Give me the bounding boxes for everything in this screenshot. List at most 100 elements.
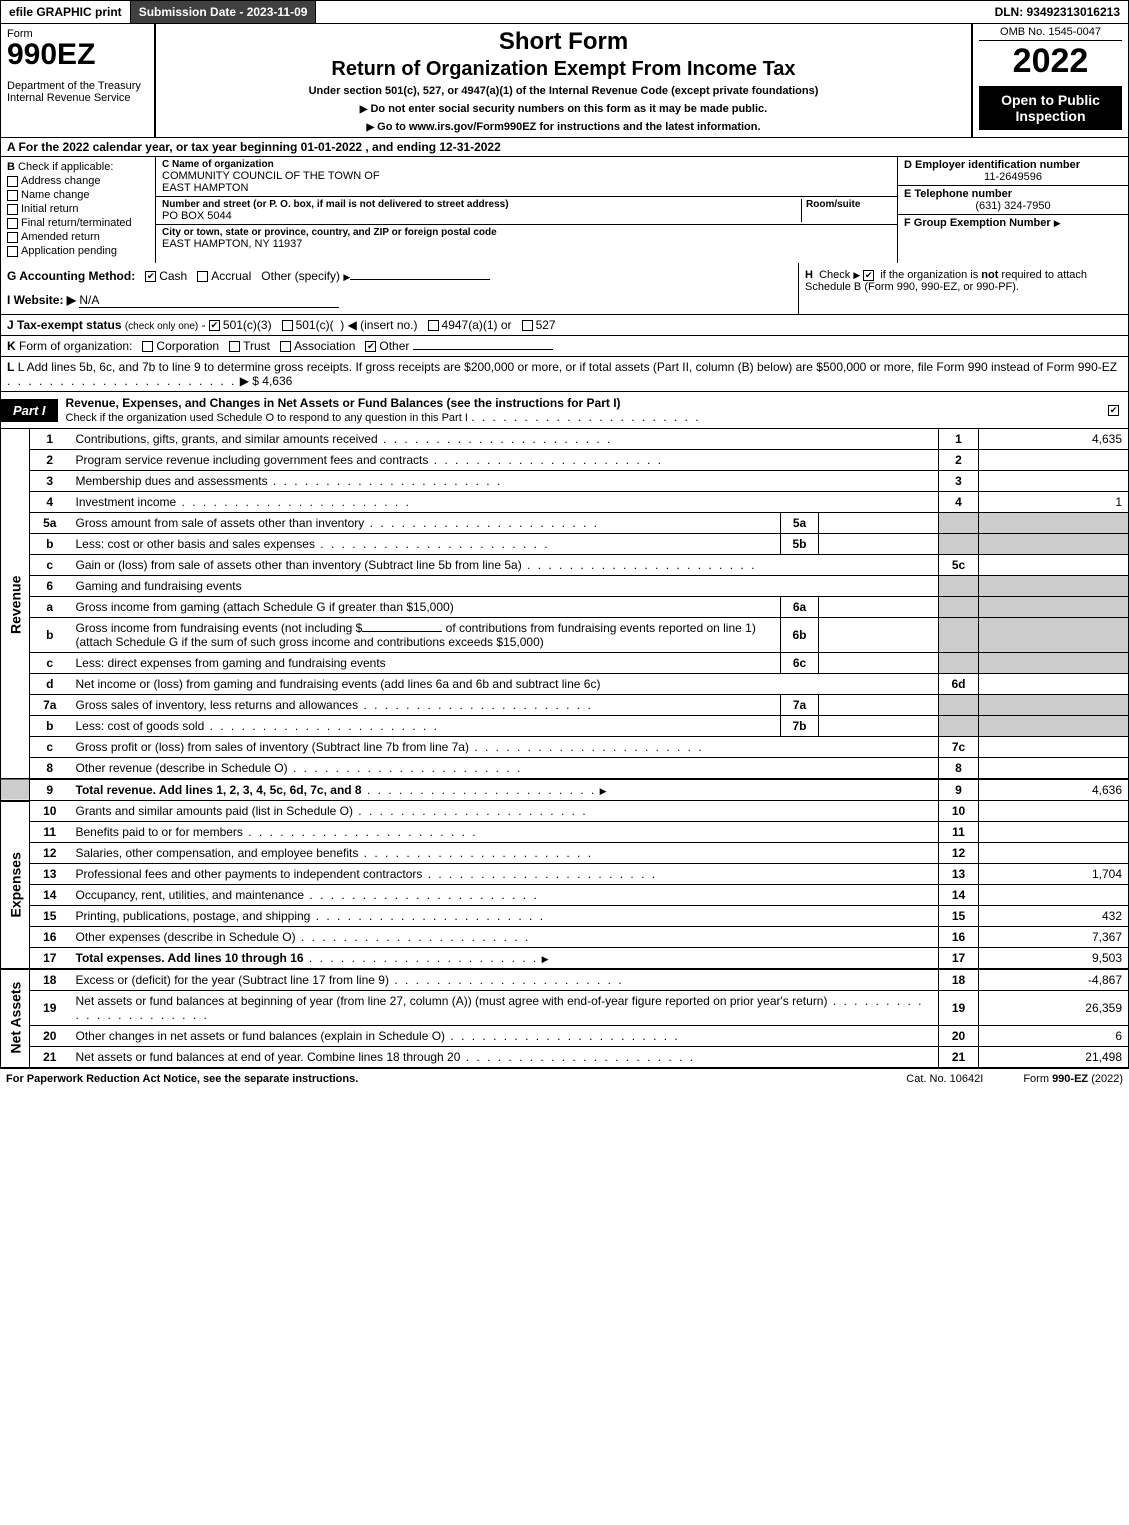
arrow-icon <box>1054 217 1061 229</box>
row-l: L L Add lines 5b, 6c, and 7b to line 9 t… <box>0 357 1129 392</box>
val-4: 1 <box>979 492 1129 513</box>
chk-corp[interactable] <box>142 341 153 352</box>
chk-initial-return[interactable]: Initial return <box>7 203 149 215</box>
addr-label: Number and street (or P. O. box, if mail… <box>162 199 801 210</box>
chk-schedule-o[interactable] <box>1108 405 1119 416</box>
omb-number: OMB No. 1545-0047 <box>979 26 1122 41</box>
chk-accrual[interactable] <box>197 271 208 282</box>
e-phone-label: E Telephone number <box>904 188 1122 200</box>
netassets-vlabel: Net Assets <box>1 969 30 1068</box>
table-row: Net Assets 18 Excess or (deficit) for th… <box>1 969 1129 991</box>
dept-line1: Department of the Treasury <box>7 80 148 92</box>
table-row: 7a Gross sales of inventory, less return… <box>1 695 1129 716</box>
checkbox-icon[interactable] <box>7 218 18 229</box>
table-row: 3 Membership dues and assessments 3 <box>1 471 1129 492</box>
val-19: 26,359 <box>979 991 1129 1026</box>
subval-5a <box>819 513 939 534</box>
part1-header: Part I Revenue, Expenses, and Changes in… <box>0 392 1129 429</box>
topbar-spacer <box>316 1 986 23</box>
val-17: 9,503 <box>979 948 1129 970</box>
row-gh: G Accounting Method: Cash Accrual Other … <box>0 263 1129 315</box>
val-15: 432 <box>979 906 1129 927</box>
checkbox-icon[interactable] <box>7 246 18 257</box>
footer-center: Cat. No. 10642I <box>866 1073 1023 1085</box>
checkbox-icon[interactable] <box>7 190 18 201</box>
arrow-icon <box>853 269 860 281</box>
warn-ssn: Do not enter social security numbers on … <box>370 103 767 115</box>
checkbox-icon[interactable] <box>7 204 18 215</box>
table-row: 9 Total revenue. Add lines 1, 2, 3, 4, 5… <box>1 779 1129 801</box>
table-row: a Gross income from gaming (attach Sched… <box>1 597 1129 618</box>
chk-cash[interactable] <box>145 271 156 282</box>
val-10 <box>979 801 1129 822</box>
org-city: EAST HAMPTON, NY 11937 <box>162 238 891 250</box>
chk-527[interactable] <box>522 320 533 331</box>
other-org-input[interactable] <box>413 349 553 350</box>
org-address: PO BOX 5044 <box>162 210 801 222</box>
expenses-vlabel: Expenses <box>1 801 30 970</box>
org-name-2: EAST HAMPTON <box>162 182 891 194</box>
footer-right: Form 990-EZ (2022) <box>1023 1073 1123 1085</box>
revenue-vlabel: Revenue <box>1 429 30 779</box>
chk-assoc[interactable] <box>280 341 291 352</box>
chk-other-org[interactable] <box>365 341 376 352</box>
table-row: 13 Professional fees and other payments … <box>1 864 1129 885</box>
revenue-table: Revenue 1 Contributions, gifts, grants, … <box>0 429 1129 1068</box>
room-suite-label: Room/suite <box>806 199 891 210</box>
arrow-icon <box>366 121 377 133</box>
other-specify-input[interactable] <box>350 279 490 280</box>
chk-h[interactable] <box>863 270 874 281</box>
submission-date-label: Submission Date - 2023-11-09 <box>131 1 317 23</box>
footer: For Paperwork Reduction Act Notice, see … <box>0 1068 1129 1089</box>
dept-line2: Internal Revenue Service <box>7 92 148 104</box>
checkbox-icon[interactable] <box>7 176 18 187</box>
chk-trust[interactable] <box>229 341 240 352</box>
title-return: Return of Organization Exempt From Incom… <box>164 58 963 81</box>
table-row: 11 Benefits paid to or for members 11 <box>1 822 1129 843</box>
table-row: Revenue 1 Contributions, gifts, grants, … <box>1 429 1129 450</box>
val-1: 4,635 <box>979 429 1129 450</box>
table-row: 14 Occupancy, rent, utilities, and maint… <box>1 885 1129 906</box>
line-a: A For the 2022 calendar year, or tax yea… <box>0 138 1129 157</box>
column-def: D Employer identification number 11-2649… <box>898 157 1128 263</box>
i-website-label: I Website: ▶ <box>7 293 76 307</box>
val-13: 1,704 <box>979 864 1129 885</box>
subval-5b <box>819 534 939 555</box>
row-k: K Form of organization: Corporation Trus… <box>0 336 1129 357</box>
title-short-form: Short Form <box>164 28 963 56</box>
val-3 <box>979 471 1129 492</box>
table-row: c Less: direct expenses from gaming and … <box>1 653 1129 674</box>
chk-amended-return[interactable]: Amended return <box>7 231 149 243</box>
table-row: 2 Program service revenue including gove… <box>1 450 1129 471</box>
val-18: -4,867 <box>979 969 1129 991</box>
chk-501c[interactable] <box>282 320 293 331</box>
website-value: N/A <box>79 293 339 308</box>
subval-7b <box>819 716 939 737</box>
efile-print-label: efile GRAPHIC print <box>1 1 131 23</box>
header-right: OMB No. 1545-0047 2022 Open to Public In… <box>973 24 1128 137</box>
subval-6c <box>819 653 939 674</box>
val-5c <box>979 555 1129 576</box>
table-row: 12 Salaries, other compensation, and emp… <box>1 843 1129 864</box>
checkbox-icon[interactable] <box>7 232 18 243</box>
part1-title: Revenue, Expenses, and Changes in Net As… <box>66 396 621 410</box>
warn-goto: Go to www.irs.gov/Form990EZ for instruct… <box>377 121 760 133</box>
table-row: 15 Printing, publications, postage, and … <box>1 906 1129 927</box>
chk-501c3[interactable] <box>209 320 220 331</box>
chk-address-change[interactable]: Address change <box>7 175 149 187</box>
chk-name-change[interactable]: Name change <box>7 189 149 201</box>
topbar: efile GRAPHIC print Submission Date - 20… <box>0 0 1129 24</box>
table-row: d Net income or (loss) from gaming and f… <box>1 674 1129 695</box>
table-row: 6 Gaming and fundraising events <box>1 576 1129 597</box>
g-label: G Accounting Method: <box>7 269 135 283</box>
chk-application-pending[interactable]: Application pending <box>7 245 149 257</box>
chk-final-return[interactable]: Final return/terminated <box>7 217 149 229</box>
table-row: c Gross profit or (loss) from sales of i… <box>1 737 1129 758</box>
table-row: b Less: cost of goods sold 7b <box>1 716 1129 737</box>
6b-amount-input[interactable] <box>362 631 442 632</box>
table-row: 4 Investment income 4 1 <box>1 492 1129 513</box>
org-name-1: COMMUNITY COUNCIL OF THE TOWN OF <box>162 170 891 182</box>
chk-4947[interactable] <box>428 320 439 331</box>
val-20: 6 <box>979 1026 1129 1047</box>
table-row: b Gross income from fundraising events (… <box>1 618 1129 653</box>
